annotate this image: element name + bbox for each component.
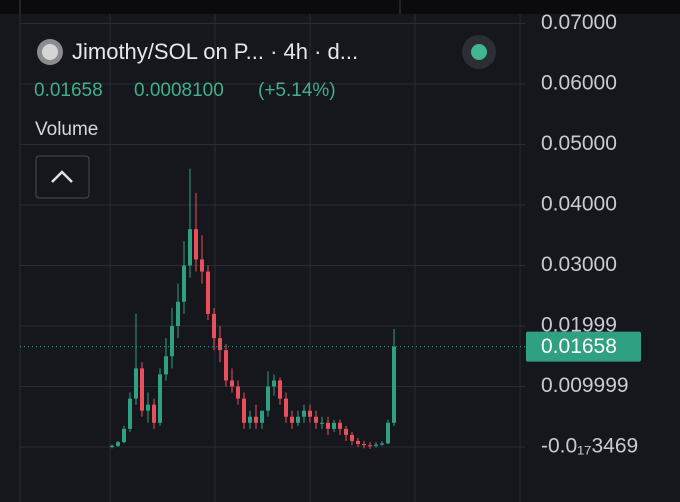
header-change: 0.0008100	[134, 80, 224, 101]
candle-body	[218, 338, 222, 351]
candle-body	[374, 444, 378, 446]
y-tick-label: 0.01999	[541, 314, 617, 337]
y-tick-label: -0.0₁₇3469	[541, 435, 638, 458]
header-change-pct: (+5.14%)	[258, 80, 336, 101]
y-tick-label: 0.06000	[541, 72, 617, 95]
candle-body	[350, 434, 354, 441]
candle-body	[140, 368, 144, 411]
candle-body	[272, 380, 276, 387]
candle-body	[236, 386, 240, 399]
candle-body	[326, 422, 330, 429]
candle-body	[386, 422, 390, 444]
candle-body	[296, 416, 300, 423]
top-bar	[0, 0, 680, 14]
candle-body	[152, 404, 156, 423]
candle-body	[170, 325, 174, 357]
y-tick-label: 0.07000	[541, 11, 617, 34]
last-price-label: 0.01658	[541, 335, 617, 358]
collapse-button[interactable]	[35, 155, 90, 199]
candle-body	[266, 386, 270, 411]
candle-body	[230, 380, 234, 387]
last-price-tag	[526, 331, 641, 362]
candle-body	[224, 350, 228, 381]
candle-body	[164, 356, 168, 375]
header-close: 0.01658	[34, 80, 103, 101]
candle-body	[200, 259, 204, 272]
candle-body	[182, 265, 186, 302]
candle-body	[134, 368, 138, 399]
candle-body	[356, 440, 360, 444]
y-tick-label: 0.04000	[541, 193, 617, 216]
candle-body	[392, 346, 396, 423]
candle-body	[206, 271, 210, 314]
candle-body	[344, 428, 348, 435]
candle-body	[146, 404, 150, 411]
candle-body	[122, 428, 126, 443]
candle-body	[314, 416, 318, 423]
candle-body	[332, 422, 336, 429]
candle-body	[338, 422, 342, 429]
candle-body	[320, 422, 324, 424]
candle-body	[194, 229, 198, 260]
candle-body	[116, 442, 120, 446]
candle-body	[158, 374, 162, 423]
candle-body	[212, 313, 216, 339]
candle-body	[290, 416, 294, 423]
status-dot	[471, 44, 487, 60]
candle-body	[248, 416, 252, 423]
candle-body	[302, 410, 306, 417]
y-tick-label: 0.03000	[541, 253, 617, 276]
candle-body	[368, 445, 372, 447]
collapse-icon	[51, 170, 73, 183]
pair-title: Jimothy/SOL on P... · 4h · d...	[72, 39, 358, 64]
candle-body	[110, 445, 114, 448]
candle-body	[242, 398, 246, 423]
indicator-label: Volume	[35, 119, 98, 140]
candle-body	[308, 410, 312, 417]
token-icon-inner	[42, 44, 58, 60]
candle-body	[278, 380, 282, 399]
candle-body	[284, 398, 288, 417]
candle-body	[362, 443, 366, 446]
y-tick-label: 0.009999	[541, 374, 629, 397]
candle-body	[380, 443, 384, 445]
candle-body	[188, 229, 192, 266]
y-tick-label: 0.05000	[541, 132, 617, 155]
candle-body	[128, 398, 132, 429]
candle-body	[254, 416, 258, 423]
candle-body	[176, 301, 180, 326]
candle-body	[260, 410, 264, 423]
